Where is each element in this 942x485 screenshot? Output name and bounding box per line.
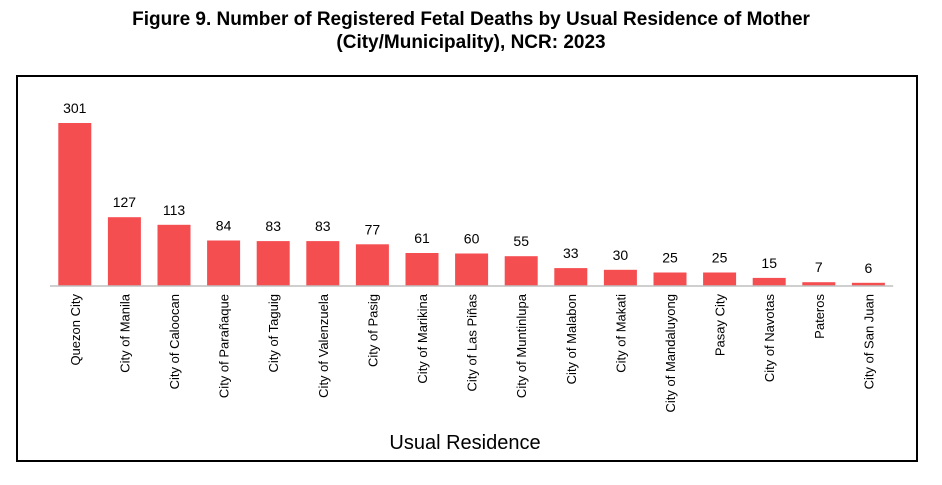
x-axis-title: Usual Residence [389,432,540,454]
x-tick-label-4: City of Taguig [266,294,281,373]
bar-14 [752,277,786,286]
value-label-11: 30 [613,247,629,263]
bar-8 [455,253,489,286]
bar-15 [802,282,836,286]
bar-2 [157,224,191,286]
bar-10 [554,268,588,286]
x-tick-label-0: Quezon City [68,294,83,366]
value-label-2: 113 [163,202,186,218]
value-label-3: 84 [216,218,232,234]
bar-3 [207,240,241,286]
value-label-8: 60 [464,231,480,247]
value-label-0: 301 [63,100,87,116]
bar-6 [355,244,389,286]
chart-frame [16,75,918,462]
x-tick-labels-group: Quezon City City of Manila City of Calooca… [68,293,877,412]
x-tick-label-10: City of Malabon [564,294,579,384]
x-tick-label-5: City of Valenzuela [316,293,331,398]
x-tick-label-16: City of San Juan [861,294,876,389]
x-tick-label-6: City of Pasig [365,294,380,367]
bar-7 [405,253,439,286]
bar-13 [703,272,737,286]
chart-title-line-2: (City/Municipality), NCR: 2023 [336,32,606,53]
value-label-1: 127 [113,194,137,210]
bar-1 [107,217,141,286]
x-tick-label-8: City of Las Piñas [465,294,480,392]
bar-9 [504,256,538,286]
x-tick-label-13: Pasay City [713,294,728,357]
x-tick-label-11: City of Makati [613,294,628,373]
x-tick-label-14: City of Navotas [762,294,777,383]
value-labels-group: 301 127 113 84 83 83 77 61 60 55 33 30 25 25 15 7 6 [63,100,872,276]
x-tick-label-3: City of Parañaque [217,294,232,398]
value-label-7: 61 [414,230,430,246]
bar-5 [306,241,340,286]
bars-group [58,123,885,286]
value-label-14: 15 [761,255,777,271]
bar-12 [653,272,687,286]
value-label-4: 83 [265,218,281,234]
value-label-10: 33 [563,245,579,261]
x-tick-label-9: City of Muntinlupa [514,293,529,398]
bar-4 [256,241,290,286]
x-tick-label-2: City of Caloocan [167,294,182,389]
value-label-13: 25 [712,250,728,266]
bar-16 [851,282,885,286]
bar-0 [58,123,92,286]
value-label-15: 7 [815,259,823,275]
chart-title-line-1: Figure 9. Number of Registered Fetal Dea… [132,9,810,30]
x-tick-label-1: City of Manila [117,293,132,373]
value-label-6: 77 [365,221,381,237]
x-tick-label-12: City of Mandaluyong [663,294,678,413]
value-label-16: 6 [865,260,873,276]
value-label-12: 25 [662,250,678,266]
value-label-9: 55 [513,233,529,249]
chart-title: Figure 9. Number of Registered Fetal Dea… [0,8,942,54]
x-tick-label-7: City of Marikina [415,293,430,383]
x-tick-label-15: Pateros [812,294,827,339]
bar-11 [603,269,637,286]
value-label-5: 83 [315,218,331,234]
